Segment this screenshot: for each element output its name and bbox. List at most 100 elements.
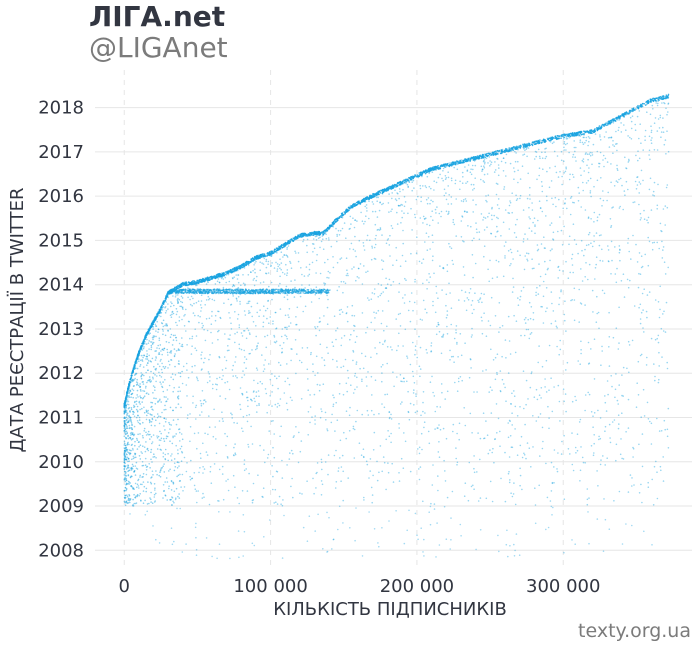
data-point xyxy=(191,335,194,338)
data-point xyxy=(407,186,410,188)
data-point xyxy=(411,189,414,192)
data-point xyxy=(237,269,239,272)
data-point xyxy=(274,375,276,378)
data-point xyxy=(484,217,487,219)
data-point xyxy=(607,191,609,194)
data-point xyxy=(314,423,316,425)
data-point xyxy=(163,425,165,427)
data-point xyxy=(635,243,637,246)
data-point xyxy=(483,245,486,247)
data-point xyxy=(455,447,457,449)
data-point xyxy=(422,401,424,404)
data-point xyxy=(541,426,544,429)
data-point xyxy=(281,504,284,507)
data-point xyxy=(346,390,349,393)
data-point xyxy=(342,214,345,216)
data-point xyxy=(246,327,248,330)
data-point xyxy=(222,286,225,289)
data-point xyxy=(538,155,541,158)
data-point xyxy=(636,184,639,186)
data-point xyxy=(236,318,239,320)
data-point xyxy=(371,501,374,504)
data-point xyxy=(286,274,288,277)
data-point xyxy=(480,178,482,181)
data-point xyxy=(526,258,528,261)
data-point xyxy=(461,289,463,292)
data-point xyxy=(329,272,331,274)
data-point xyxy=(353,266,355,268)
data-point xyxy=(483,181,486,183)
data-point xyxy=(623,296,626,298)
data-point xyxy=(630,258,632,260)
data-point xyxy=(459,188,461,191)
data-point xyxy=(486,226,488,228)
data-point xyxy=(463,274,466,276)
data-point xyxy=(157,312,160,315)
data-point xyxy=(199,467,201,469)
data-point xyxy=(283,254,286,256)
data-point xyxy=(390,413,392,416)
data-point xyxy=(322,248,325,250)
data-point xyxy=(208,297,211,300)
data-point xyxy=(578,288,580,291)
data-point xyxy=(224,271,227,273)
data-point xyxy=(431,171,434,173)
data-point xyxy=(409,363,412,366)
data-point xyxy=(475,203,477,206)
data-point xyxy=(508,340,511,342)
data-point xyxy=(464,342,466,345)
data-point xyxy=(560,453,563,455)
data-point xyxy=(329,224,331,226)
data-point xyxy=(657,102,659,105)
data-point xyxy=(311,261,314,264)
data-point xyxy=(595,321,598,324)
data-point xyxy=(541,190,544,193)
data-point xyxy=(525,379,528,382)
data-point xyxy=(243,374,246,376)
data-point xyxy=(604,157,607,160)
data-point xyxy=(170,359,173,361)
data-point xyxy=(246,420,249,423)
data-point xyxy=(571,135,573,137)
data-point xyxy=(519,254,521,257)
data-point xyxy=(238,324,241,326)
data-point xyxy=(387,187,390,190)
data-point xyxy=(537,361,539,364)
data-point xyxy=(155,325,158,328)
data-point xyxy=(232,375,234,377)
data-point xyxy=(257,342,259,345)
data-point xyxy=(464,160,467,163)
data-point xyxy=(494,161,496,163)
data-point xyxy=(352,204,355,206)
data-point xyxy=(224,276,227,279)
data-point xyxy=(426,175,429,178)
data-point xyxy=(273,502,276,504)
data-point xyxy=(196,447,198,450)
data-point xyxy=(194,314,196,317)
data-point xyxy=(581,141,584,144)
data-point xyxy=(192,395,194,398)
data-point xyxy=(254,348,257,351)
data-point xyxy=(381,193,384,195)
data-point xyxy=(577,131,580,133)
data-point xyxy=(399,403,402,405)
data-point xyxy=(463,407,466,409)
data-point xyxy=(434,428,436,430)
data-point xyxy=(332,221,335,224)
data-point xyxy=(471,239,474,242)
data-point xyxy=(524,145,527,148)
data-point xyxy=(477,432,479,434)
data-point xyxy=(613,119,615,122)
data-point xyxy=(574,133,576,136)
data-point xyxy=(519,299,521,301)
data-point xyxy=(363,265,365,267)
data-point xyxy=(308,233,310,236)
data-point xyxy=(361,380,363,383)
data-point xyxy=(206,381,209,384)
data-point xyxy=(359,367,361,370)
data-point xyxy=(436,427,439,429)
data-point xyxy=(371,196,374,198)
data-point xyxy=(313,492,315,495)
data-point xyxy=(584,276,586,278)
data-point xyxy=(620,280,623,282)
